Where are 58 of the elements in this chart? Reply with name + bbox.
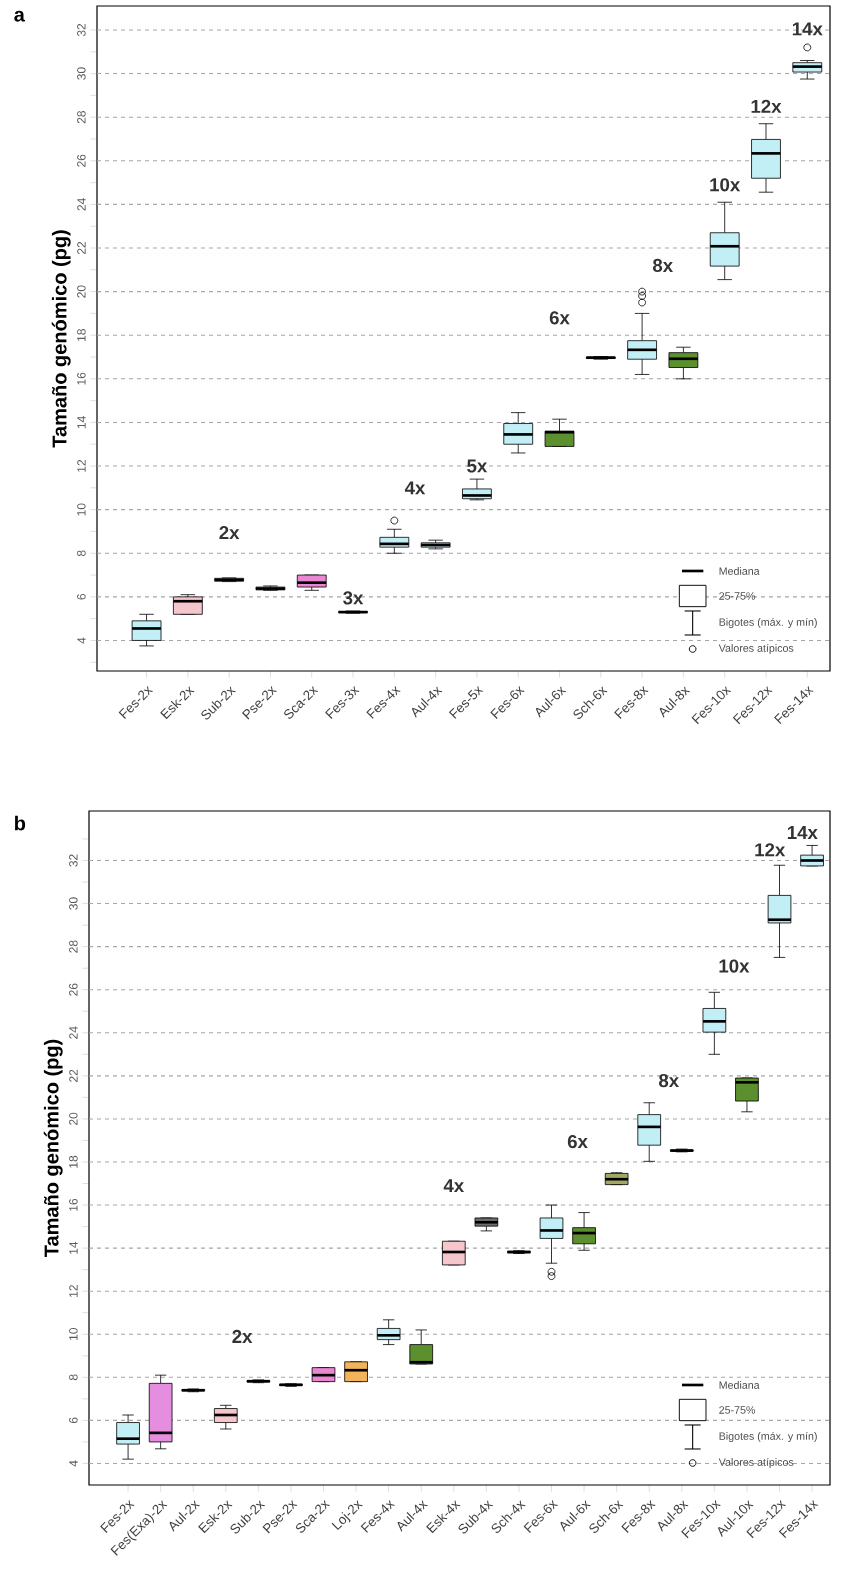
annotation: 6x <box>549 311 570 325</box>
annotation: 4x <box>404 481 426 495</box>
y-tick-label: 20 <box>69 1112 78 1125</box>
annotation: 12x <box>755 843 786 857</box>
y-tick-label: 12 <box>69 1285 78 1297</box>
y-tick-label: 18 <box>77 329 86 341</box>
chart-title: b <box>15 815 26 831</box>
y-tick-label: 26 <box>69 983 78 996</box>
y-tick-label: 20 <box>77 285 86 298</box>
y-tick-label: 14 <box>77 416 86 429</box>
y-tick-label: 8 <box>77 550 86 557</box>
y-tick-label: 6 <box>77 594 86 600</box>
annotation: 12x <box>751 99 782 113</box>
annotation: 14x <box>792 22 823 36</box>
y-axis-title: Tamaño genómico (pg) <box>43 1039 63 1258</box>
y-tick-label: 16 <box>69 1198 78 1211</box>
annotation: 2x <box>219 526 240 540</box>
y-tick-label: 12 <box>77 459 86 472</box>
annotation: 10x <box>719 959 750 973</box>
y-tick-label: 6 <box>69 1417 78 1424</box>
annotation: 10x <box>710 178 741 192</box>
y-tick-label: 24 <box>77 198 86 211</box>
y-tick-label: 30 <box>77 67 86 80</box>
y-tick-label: 4 <box>77 637 86 644</box>
y-tick-label: 22 <box>69 1069 78 1082</box>
annotation: 25-75% <box>719 592 756 600</box>
y-tick-label: 32 <box>69 854 78 867</box>
y-tick-label: 22 <box>77 241 86 255</box>
annotation: 5x <box>467 459 488 473</box>
annotation: Valores atípicos <box>718 1457 794 1469</box>
y-tick-label: 14 <box>69 1241 78 1254</box>
annotation: 3x <box>343 591 364 605</box>
y-tick-label: 32 <box>77 23 86 37</box>
annotation: 8x <box>658 1073 680 1088</box>
y-tick-label: 10 <box>69 1328 78 1341</box>
annotation: Mediana <box>719 1381 760 1389</box>
annotation: Bigotes (máx. y mín) <box>719 617 817 629</box>
annotation: 25-75% <box>719 1406 756 1414</box>
y-tick-label: 16 <box>77 372 86 385</box>
chart-title: a <box>14 10 25 22</box>
annotation: 8x <box>652 258 673 273</box>
y-tick-label: 30 <box>69 897 78 910</box>
annotation: 2x <box>232 1329 253 1343</box>
y-tick-label: 24 <box>69 1026 78 1039</box>
y-tick-label: 8 <box>69 1374 78 1381</box>
annotation: Bigotes (máx. y mín) <box>719 1431 817 1443</box>
y-tick-label: 28 <box>69 940 78 953</box>
annotation: 6x <box>567 1134 588 1149</box>
y-tick-label: 28 <box>77 111 86 124</box>
y-axis-title: Tamaño genómico (pg) <box>51 230 71 448</box>
annotation: 4x <box>443 1179 465 1193</box>
y-tick-label: 10 <box>77 503 86 516</box>
annotation: Mediana <box>719 567 760 575</box>
annotation: Valores atípicos <box>718 643 794 655</box>
y-tick-label: 26 <box>77 154 86 167</box>
y-tick-label: 18 <box>69 1155 78 1168</box>
annotation: 14x <box>787 826 818 839</box>
y-tick-label: 4 <box>69 1460 78 1467</box>
